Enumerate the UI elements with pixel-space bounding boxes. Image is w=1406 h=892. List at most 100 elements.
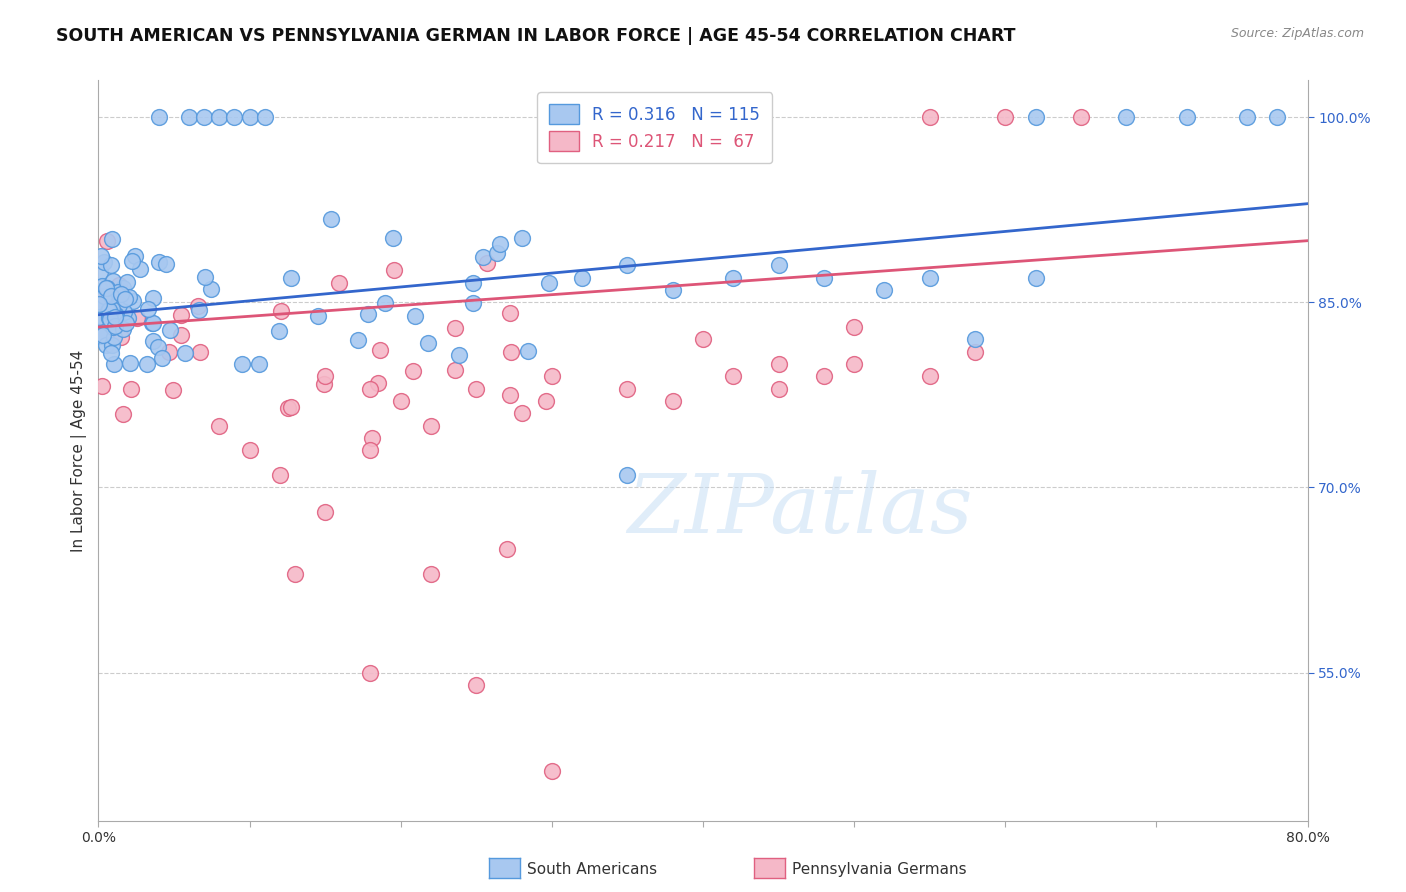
Point: [616, 258, 638, 272]
Point: [136, 301, 159, 316]
Point: [94, 338, 117, 352]
Point: [101, 338, 124, 352]
Point: [103, 330, 125, 344]
Point: [918, 369, 941, 384]
Point: [117, 311, 139, 326]
Point: [382, 262, 405, 277]
Point: [93, 310, 115, 325]
Point: [277, 401, 299, 415]
Point: [267, 324, 290, 338]
Point: [692, 332, 714, 346]
Point: [90, 249, 112, 263]
Point: [873, 283, 896, 297]
Point: [142, 334, 165, 348]
Point: [174, 346, 197, 360]
Point: [307, 309, 329, 323]
Point: [661, 394, 683, 409]
Point: [97, 304, 120, 318]
Point: [360, 665, 382, 680]
Point: [111, 322, 134, 336]
Point: [120, 382, 142, 396]
Point: [112, 304, 135, 318]
Point: [100, 312, 122, 326]
Point: [239, 111, 262, 125]
Point: [98, 313, 121, 327]
Point: [1024, 111, 1046, 125]
Point: [465, 678, 488, 692]
Text: SOUTH AMERICAN VS PENNSYLVANIA GERMAN IN LABOR FORCE | AGE 45-54 CORRELATION CHA: SOUTH AMERICAN VS PENNSYLVANIA GERMAN IN…: [56, 27, 1015, 45]
Point: [616, 468, 638, 483]
Point: [127, 310, 149, 325]
Point: [661, 283, 683, 297]
Point: [347, 333, 370, 347]
Point: [194, 269, 217, 284]
Point: [367, 376, 389, 391]
Point: [94, 313, 117, 327]
Point: [471, 250, 494, 264]
Point: [616, 382, 638, 396]
Point: [314, 505, 336, 519]
Point: [112, 281, 135, 295]
Point: [420, 566, 443, 581]
Point: [537, 277, 560, 291]
Point: [965, 344, 987, 359]
Point: [368, 343, 391, 358]
Point: [104, 308, 127, 322]
Point: [128, 261, 150, 276]
Point: [115, 316, 138, 330]
Y-axis label: In Labor Force | Age 45-54: In Labor Force | Age 45-54: [72, 350, 87, 551]
Point: [510, 231, 533, 245]
Point: [89, 298, 111, 312]
Point: [571, 270, 593, 285]
Point: [100, 305, 122, 319]
Point: [444, 320, 467, 334]
Point: [270, 304, 292, 318]
Point: [107, 285, 129, 299]
Point: [1024, 270, 1046, 285]
Point: [94, 281, 117, 295]
Point: [813, 369, 835, 384]
Point: [100, 289, 122, 303]
Point: [89, 310, 111, 325]
Point: [280, 400, 302, 414]
Point: [111, 407, 134, 421]
Point: [157, 344, 180, 359]
Point: [360, 382, 382, 396]
Point: [813, 270, 835, 285]
Point: [121, 254, 143, 268]
Point: [498, 388, 520, 402]
Point: [499, 306, 522, 320]
Point: [477, 255, 499, 269]
Point: [534, 394, 557, 409]
Point: [381, 231, 404, 245]
Point: [510, 406, 533, 420]
Point: [89, 296, 111, 310]
Point: [463, 277, 485, 291]
Text: ZIPatlas: ZIPatlas: [627, 470, 973, 549]
Point: [374, 296, 396, 310]
Point: [108, 277, 131, 292]
Point: [148, 255, 170, 269]
Point: [98, 308, 121, 322]
Point: [91, 296, 114, 310]
Point: [97, 310, 120, 325]
Point: [768, 382, 790, 396]
Point: [1236, 111, 1258, 125]
Point: [402, 364, 425, 378]
Point: [101, 319, 124, 334]
Point: [89, 265, 111, 279]
Point: [193, 111, 215, 125]
Point: [91, 379, 114, 393]
Point: [224, 111, 246, 125]
Point: [486, 246, 509, 260]
Point: [155, 257, 177, 271]
Text: Pennsylvania Germans: Pennsylvania Germans: [792, 863, 966, 877]
Point: [269, 468, 291, 483]
Point: [91, 328, 114, 343]
Point: [768, 258, 790, 272]
Point: [150, 351, 173, 365]
Point: [115, 275, 138, 289]
Legend: R = 0.316   N = 115, R = 0.217   N =  67: R = 0.316 N = 115, R = 0.217 N = 67: [537, 92, 772, 163]
Point: [489, 236, 512, 251]
Point: [208, 418, 231, 433]
